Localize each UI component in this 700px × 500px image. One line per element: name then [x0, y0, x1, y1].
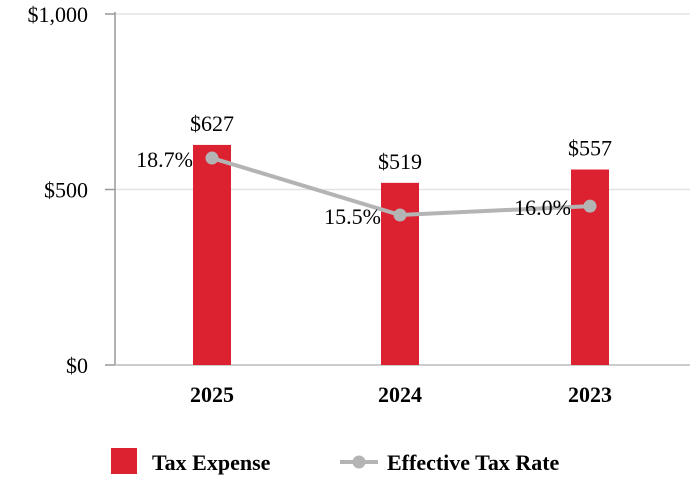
y-tick-label: $1,000 [28, 2, 89, 27]
bar-2023 [571, 169, 609, 365]
x-tick-label: 2023 [568, 382, 612, 407]
rate-label: 18.7% [136, 147, 193, 172]
rate-point [583, 199, 597, 213]
rate-label: 15.5% [324, 204, 381, 229]
rate-point [205, 151, 219, 165]
legend-swatch-marker [352, 455, 366, 469]
y-tick-label: $500 [44, 178, 88, 203]
legend-label-effective-tax-rate: Effective Tax Rate [387, 450, 560, 475]
rate-label: 16.0% [514, 195, 571, 220]
x-tick-label: 2024 [378, 382, 422, 407]
bar-2025 [193, 144, 231, 365]
x-tick-label: 2025 [190, 382, 234, 407]
bar-value-label: $519 [378, 149, 422, 174]
rate-point [393, 208, 407, 222]
bar-value-label: $627 [190, 111, 234, 136]
bar-value-label: $557 [568, 135, 612, 160]
legend-swatch-tax-expense [111, 448, 137, 474]
y-tick-label: $0 [66, 353, 88, 378]
legend-label-tax-expense: Tax Expense [152, 450, 271, 475]
